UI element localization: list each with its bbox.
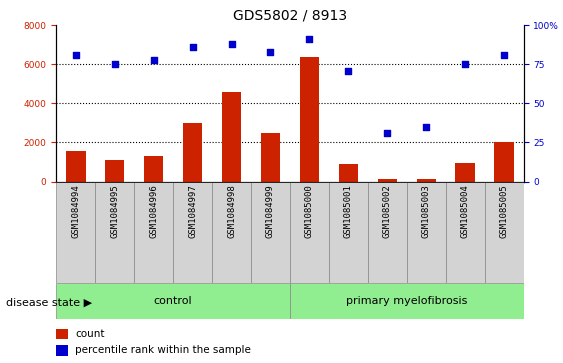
Bar (134, 182, 173, 283)
Text: count: count (75, 329, 105, 339)
Text: GSM1085002: GSM1085002 (383, 184, 392, 238)
Point (305, 37, 314, 42)
Text: GSM1085000: GSM1085000 (305, 184, 314, 238)
Point (227, 41, 236, 47)
Point (344, 68, 353, 74)
Bar (261, 133, 280, 182)
Bar (95, 182, 134, 283)
Text: GSM1085001: GSM1085001 (344, 184, 353, 238)
Text: control: control (154, 296, 193, 306)
Bar (300, 57, 319, 182)
Text: GSM1084995: GSM1084995 (110, 184, 119, 238)
Text: percentile rank within the sample: percentile rank within the sample (75, 345, 251, 355)
Bar (417, 179, 436, 182)
Bar (212, 182, 251, 283)
Point (461, 61, 470, 68)
Text: primary myelofibrosis: primary myelofibrosis (346, 296, 467, 306)
Text: GSM1084996: GSM1084996 (149, 184, 158, 238)
Point (499, 52, 508, 58)
Title: GDS5802 / 8913: GDS5802 / 8913 (233, 9, 347, 23)
Bar (485, 182, 524, 283)
Bar (329, 182, 368, 283)
Bar (290, 283, 524, 319)
Bar (290, 182, 329, 283)
Bar (455, 163, 475, 182)
Bar (66, 151, 86, 182)
Bar (105, 160, 124, 182)
Text: disease state ▶: disease state ▶ (6, 298, 92, 308)
Bar (222, 92, 242, 182)
Point (149, 57, 158, 63)
Bar (494, 143, 514, 182)
Bar (144, 156, 163, 182)
Point (266, 49, 275, 55)
Bar (173, 182, 212, 283)
Bar (56, 345, 68, 356)
Bar (183, 123, 202, 182)
Bar (56, 329, 68, 339)
Bar (368, 182, 406, 283)
Bar (338, 164, 358, 182)
Text: GSM1084999: GSM1084999 (266, 184, 275, 238)
Text: GSM1084994: GSM1084994 (72, 184, 81, 238)
Bar (406, 182, 446, 283)
Point (383, 130, 392, 136)
Bar (378, 179, 397, 182)
Bar (251, 182, 290, 283)
Point (72, 52, 81, 58)
Text: GSM1084998: GSM1084998 (227, 184, 236, 238)
Text: GSM1085004: GSM1085004 (461, 184, 470, 238)
Text: GSM1085005: GSM1085005 (499, 184, 508, 238)
Text: GSM1084997: GSM1084997 (188, 184, 197, 238)
Text: GSM1085003: GSM1085003 (422, 184, 431, 238)
Point (422, 124, 431, 130)
Bar (56, 182, 95, 283)
Point (110, 61, 119, 68)
Bar (56, 283, 290, 319)
Bar (446, 182, 485, 283)
Point (188, 44, 197, 50)
